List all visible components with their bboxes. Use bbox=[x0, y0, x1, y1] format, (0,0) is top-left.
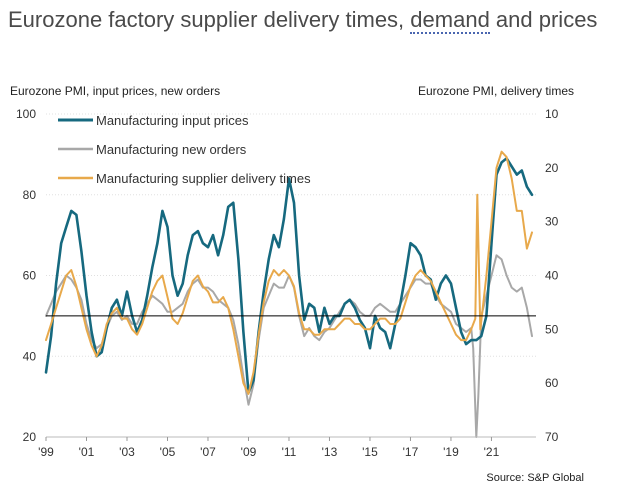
left-tick-label: 80 bbox=[23, 188, 37, 202]
left-tick-label: 40 bbox=[23, 349, 37, 363]
left-axis-title: Eurozone PMI, input prices, new orders bbox=[10, 84, 221, 98]
right-tick-label: 70 bbox=[545, 430, 559, 444]
x-tick-label: '01 bbox=[79, 445, 95, 459]
x-tick-label: '07 bbox=[200, 445, 216, 459]
right-tick-label: 60 bbox=[545, 376, 559, 390]
series-line-manufacturing-supplier-delivery-times bbox=[45, 150, 533, 395]
x-tick-label: '13 bbox=[322, 445, 338, 459]
title-underlined-word[interactable]: demand bbox=[410, 7, 490, 34]
series-lines bbox=[44, 150, 536, 438]
right-tick-label: 10 bbox=[545, 107, 559, 121]
x-tick-label: '09 bbox=[241, 445, 257, 459]
left-tick-label: 20 bbox=[23, 430, 37, 444]
legend: Manufacturing input prices Manufacturing … bbox=[58, 113, 311, 186]
legend-label-manufacturing-input-prices: Manufacturing input prices bbox=[96, 113, 249, 128]
x-tick-label: '21 bbox=[484, 445, 500, 459]
x-tick-label: '19 bbox=[443, 445, 459, 459]
legend-label-manufacturing-new-orders: Manufacturing new orders bbox=[96, 142, 247, 157]
right-tick-label: 20 bbox=[545, 161, 559, 175]
right-axis-title: Eurozone PMI, delivery times bbox=[417, 84, 574, 98]
x-tick-label: '15 bbox=[362, 445, 378, 459]
axes: 20 40 60 80 100 10 20 30 40 50 60 70 '99 '01 '03 '05 '07… bbox=[16, 107, 559, 459]
series-line-manufacturing-new-orders bbox=[45, 254, 533, 438]
title-part-2: and prices bbox=[489, 7, 598, 32]
right-tick-label: 40 bbox=[545, 269, 559, 283]
gridlines bbox=[46, 113, 536, 438]
series-line-manufacturing-input-prices bbox=[44, 157, 534, 394]
left-tick-label: 60 bbox=[23, 269, 37, 283]
source-note: Source: S&P Global bbox=[486, 472, 584, 484]
x-tick-label: '99 bbox=[38, 445, 54, 459]
x-tick-label: '05 bbox=[160, 445, 176, 459]
chart-title: Eurozone factory supplier delivery times… bbox=[8, 4, 608, 35]
left-tick-label: 100 bbox=[16, 107, 36, 121]
right-tick-label: 30 bbox=[545, 215, 559, 229]
x-tick-label: '17 bbox=[403, 445, 419, 459]
x-tick-label: '11 bbox=[282, 445, 297, 459]
title-part-1: Eurozone factory supplier delivery times… bbox=[8, 7, 411, 32]
right-tick-label: 50 bbox=[545, 322, 559, 336]
legend-label-manufacturing-supplier-delivery-times: Manufacturing supplier delivery times bbox=[96, 171, 311, 186]
x-tick-label: '03 bbox=[119, 445, 135, 459]
